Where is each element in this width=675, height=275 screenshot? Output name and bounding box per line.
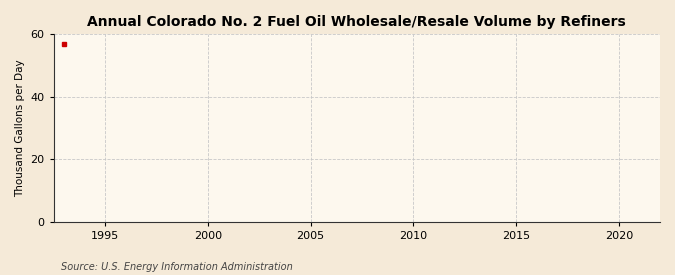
Y-axis label: Thousand Gallons per Day: Thousand Gallons per Day <box>15 59 25 197</box>
Title: Annual Colorado No. 2 Fuel Oil Wholesale/Resale Volume by Refiners: Annual Colorado No. 2 Fuel Oil Wholesale… <box>88 15 626 29</box>
Text: Source: U.S. Energy Information Administration: Source: U.S. Energy Information Administ… <box>61 262 292 272</box>
